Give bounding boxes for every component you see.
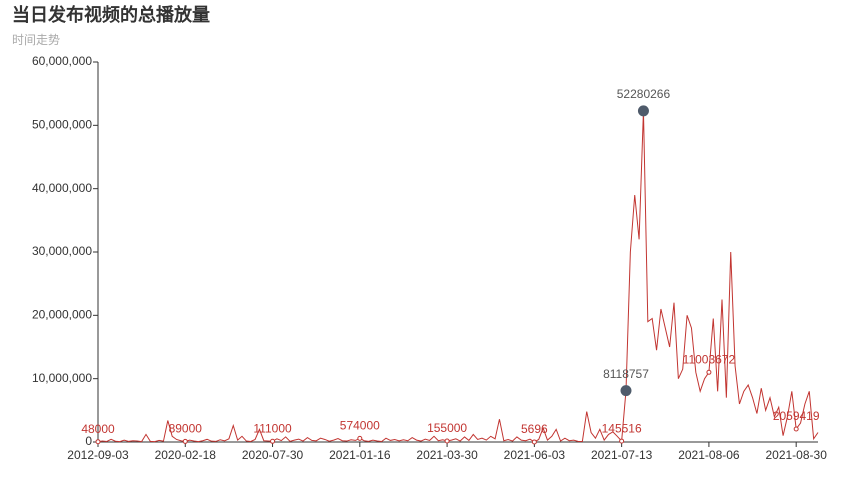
data-label: 155000 <box>427 421 467 435</box>
y-tick-label: 20,000,000 <box>32 308 92 322</box>
y-tick-label: 60,000,000 <box>32 54 92 68</box>
data-label: 574000 <box>340 419 380 433</box>
data-label: 48000 <box>81 422 115 436</box>
data-label: 145516 <box>602 421 642 435</box>
point <box>182 438 188 444</box>
data-label: 11003672 <box>683 352 736 366</box>
highlight-point <box>620 385 632 397</box>
point <box>270 438 276 444</box>
point <box>444 438 450 444</box>
y-tick-label: 50,000,000 <box>32 118 92 132</box>
x-tick-label: 2021-06-03 <box>504 448 566 462</box>
y-tick-label: 10,000,000 <box>32 371 92 385</box>
y-tick-label: 30,000,000 <box>32 244 92 258</box>
data-label: 111000 <box>253 421 292 435</box>
data-label: 8118757 <box>603 367 649 381</box>
line <box>97 110 819 443</box>
point <box>793 426 799 432</box>
x-tick-label: 2021-08-06 <box>678 448 740 462</box>
x-tick-label: 2021-08-30 <box>765 448 827 462</box>
chart-title: 当日发布视频的总播放量 <box>12 4 210 25</box>
data-label: 5696 <box>521 422 548 436</box>
x-tick-label: 2020-02-18 <box>155 448 217 462</box>
point <box>531 439 537 445</box>
point <box>619 438 625 444</box>
chart-subtitle: 时间走势 <box>12 33 60 47</box>
x-tick-label: 2021-07-13 <box>591 448 653 462</box>
x-tick-label: 2012-09-03 <box>67 448 129 462</box>
y-tick-label: 0 <box>85 434 92 448</box>
y-tick-label: 40,000,000 <box>32 181 92 195</box>
point <box>357 435 363 441</box>
x-tick-label: 2021-01-16 <box>329 448 391 462</box>
x-tick-label: 2021-03-30 <box>416 448 478 462</box>
data-label: 52280266 <box>617 87 671 101</box>
x-tick-label: 2020-07-30 <box>242 448 304 462</box>
data-label: 2059419 <box>773 409 820 423</box>
point <box>95 439 101 445</box>
point <box>706 369 712 375</box>
data-label: 89000 <box>169 422 203 436</box>
highlight-point <box>637 105 649 117</box>
